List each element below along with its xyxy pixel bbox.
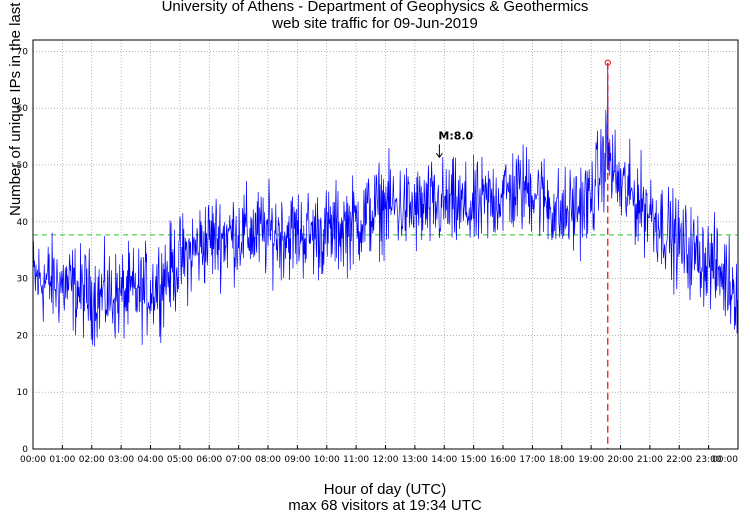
x-tick-label: 03:00: [108, 455, 134, 465]
annotation-arrowhead: [435, 152, 443, 159]
y-axis-ticks: 0 10 20 30 40 50 60 70: [17, 47, 29, 455]
y-tick-label: 70: [17, 47, 29, 57]
x-tick-label: 16:00: [490, 455, 516, 465]
x-tick-label: 19:00: [578, 455, 604, 465]
x-tick-label: 00:00: [20, 455, 46, 465]
y-tick-label: 10: [17, 388, 29, 398]
x-tick-label: 05:00: [167, 455, 193, 465]
chart-title: University of Athens - Department of Geo…: [161, 0, 589, 15]
y-tick-label: 20: [17, 331, 29, 341]
x-tick-label: 21:00: [637, 455, 663, 465]
annotation-label: M:8.0: [438, 129, 473, 142]
x-tick-label: 00:00: [712, 455, 738, 465]
x-tick-label: 18:00: [549, 455, 575, 465]
y-tick-label: 0: [22, 445, 28, 455]
x-tick-label: 13:00: [402, 455, 428, 465]
annotation-marker: M:8.0: [435, 129, 474, 159]
y-axis-label: Number of unique IPs in the last minute: [7, 0, 24, 216]
x-tick-label: 09:00: [284, 455, 310, 465]
max-marker-circle: [604, 59, 611, 66]
x-tick-label: 23:00: [696, 455, 722, 465]
x-tick-label: 22:00: [666, 455, 692, 465]
x-tick-label: 20:00: [608, 455, 634, 465]
x-tick-label: 11:00: [343, 455, 369, 465]
x-tick-label: 07:00: [226, 455, 252, 465]
y-tick-label: 40: [17, 218, 29, 228]
y-tick-label: 30: [17, 275, 29, 285]
x-tick-label: 02:00: [79, 455, 105, 465]
x-tick-label: 17:00: [519, 455, 545, 465]
chart-subtitle: web site traffic for 09-Jun-2019: [272, 15, 478, 32]
x-tick-label: 15:00: [461, 455, 487, 465]
x-axis-ticks: 00:00 01:00 02:00 03:00 04:00 05:00 06:00 07:00…: [20, 445, 739, 465]
x-tick-label: 14:00: [431, 455, 457, 465]
x-tick-label: 04:00: [138, 455, 164, 465]
x-tick-label: 08:00: [255, 455, 281, 465]
x-tick-label: 01:00: [49, 455, 75, 465]
max-visitors-summary: max 68 visitors at 19:34 UTC: [288, 497, 482, 514]
y-tick-label: 50: [17, 161, 29, 171]
x-axis-label: Hour of day (UTC): [323, 481, 447, 498]
x-tick-label: 06:00: [196, 455, 222, 465]
x-tick-label: 12:00: [373, 455, 399, 465]
traffic-series-line: [32, 62, 738, 347]
y-tick-label: 60: [17, 104, 29, 114]
x-tick-label: 10:00: [314, 455, 340, 465]
